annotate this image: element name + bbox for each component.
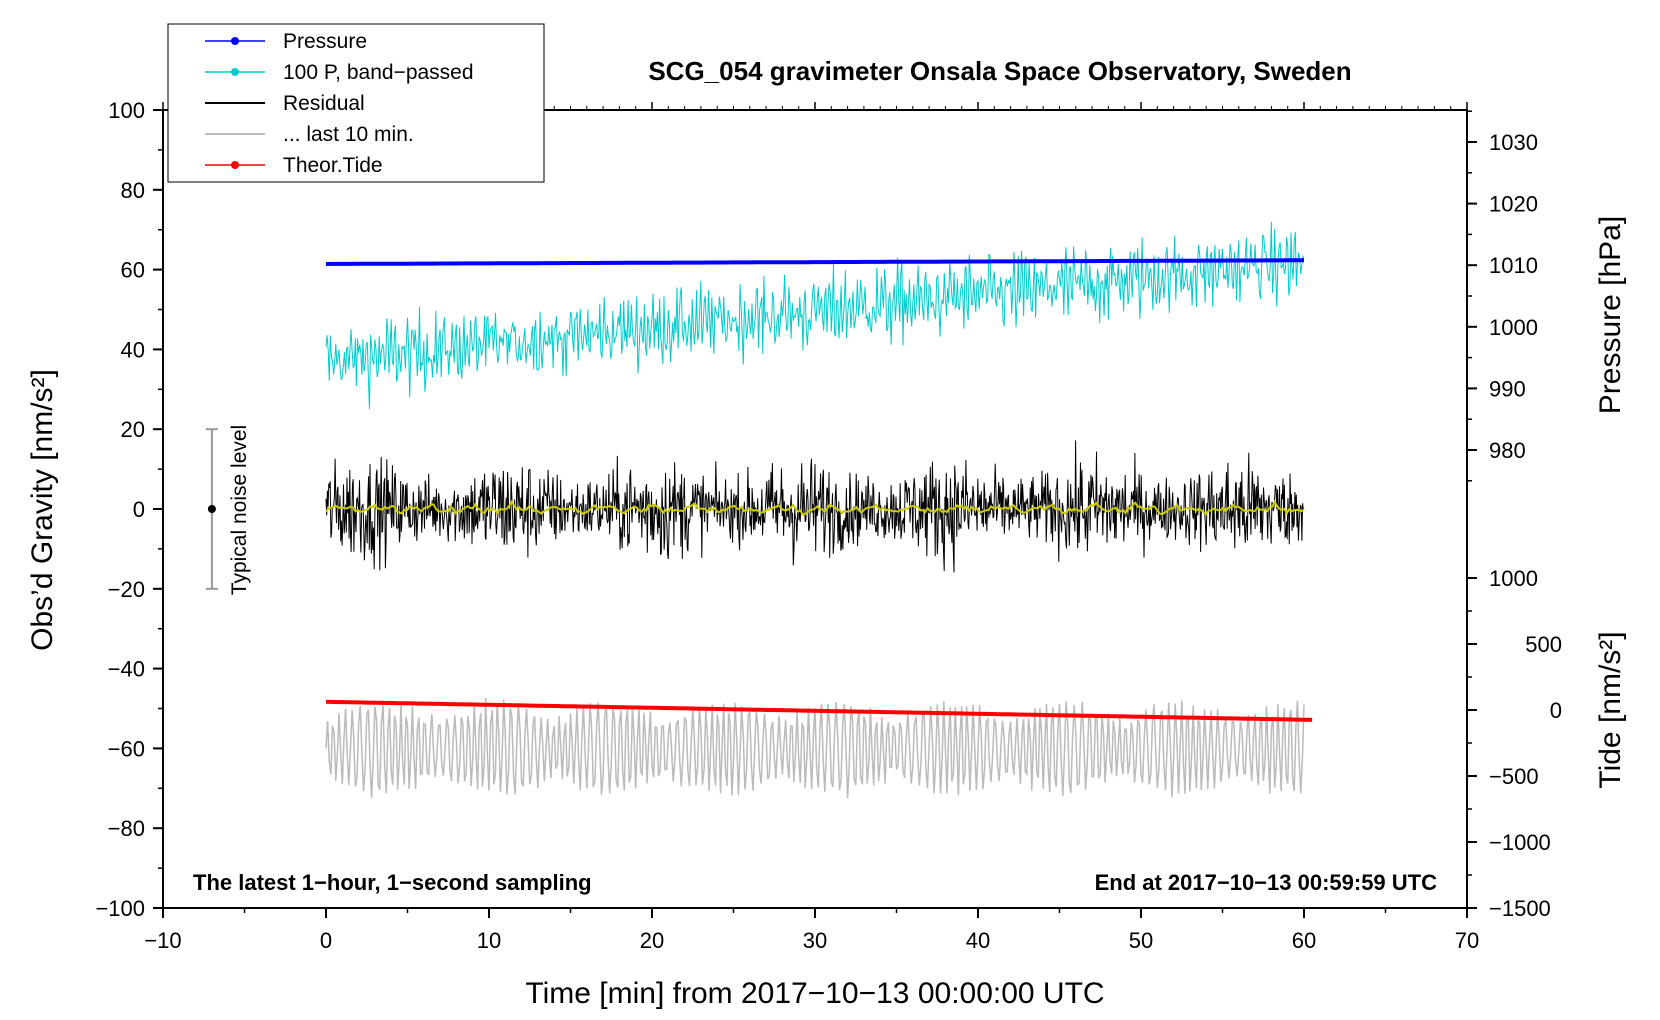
y-left-axis-label: Obs’d Gravity [nm/s²]	[26, 369, 59, 651]
x-tick-label: 70	[1455, 928, 1479, 953]
tide-tick-label: −1000	[1489, 830, 1551, 855]
y-left-tick-label: 40	[121, 337, 145, 362]
x-tick-label: −10	[144, 928, 181, 953]
y-left-tick-label: 60	[121, 258, 145, 283]
pressure-axis-ticks: 1030 1020 1010 1000 990 980	[1467, 110, 1538, 482]
tide-tick-label: −500	[1489, 764, 1539, 789]
legend-label: Residual	[283, 92, 365, 115]
pressure-tick-label: 1000	[1489, 315, 1538, 340]
legend: Pressure 100 P, band−passed Residual ... la…	[167, 23, 545, 183]
pressure-tick-label: 1010	[1489, 253, 1538, 278]
x-axis-ticks: −10 0 10 20 30 40 50 60 70	[144, 102, 1479, 953]
x-tick-label: 0	[320, 928, 332, 953]
x-tick-label: 10	[477, 928, 501, 953]
series-last10min-line	[325, 697, 1305, 799]
x-tick-label: 60	[1292, 928, 1316, 953]
series-residual-line	[325, 440, 1305, 573]
y-left-tick-label: 0	[133, 497, 145, 522]
tide-axis-label: Tide [nm/s²]	[1594, 631, 1627, 788]
y-left-axis-ticks: 100 80 60 40 20 0 −20 −40 −60 −80 −100	[95, 98, 163, 921]
x-tick-label: 40	[966, 928, 990, 953]
legend-swatch-marker	[231, 161, 239, 169]
y-left-tick-label: 100	[108, 98, 145, 123]
series-group	[325, 221, 1313, 799]
x-tick-label: 30	[803, 928, 827, 953]
y-left-tick-label: −80	[108, 816, 145, 841]
y-left-tick-label: −100	[95, 896, 145, 921]
series-pressure-line	[325, 258, 1304, 266]
legend-entries: Pressure 100 P, band−passed Residual ... la…	[205, 30, 474, 177]
legend-label: Theor.Tide	[283, 154, 383, 177]
legend-label: Pressure	[283, 30, 367, 53]
pressure-tick-label: 1030	[1489, 130, 1538, 155]
tide-tick-label: 1000	[1489, 566, 1538, 591]
tide-axis-ticks: 1000 500 0 −500 −1000 −1500	[1467, 566, 1562, 921]
legend-label: ... last 10 min.	[283, 123, 414, 146]
noise-level-dot	[207, 505, 216, 513]
tide-tick-label: 0	[1550, 698, 1562, 723]
tide-tick-label: 500	[1525, 632, 1562, 657]
y-left-tick-label: 80	[121, 178, 145, 203]
pressure-tick-label: 980	[1489, 438, 1526, 463]
legend-label: 100 P, band−passed	[283, 61, 474, 84]
pressure-axis-label: Pressure [hPa]	[1594, 216, 1627, 414]
tide-tick-label: −1500	[1489, 896, 1551, 921]
x-axis-label: Time [min] from 2017−10−13 00:00:00 UTC	[525, 977, 1104, 1010]
chart-title: SCG_054 gravimeter Onsala Space Observat…	[648, 56, 1351, 86]
y-left-tick-label: −40	[108, 657, 145, 682]
legend-swatch-marker	[231, 68, 239, 76]
x-tick-label: 50	[1129, 928, 1153, 953]
series-bandpassed-line	[325, 221, 1305, 410]
pressure-tick-label: 990	[1489, 376, 1526, 401]
y-left-tick-label: −20	[108, 577, 145, 602]
y-left-tick-label: 20	[121, 417, 145, 442]
series-residual-smoothed-line	[325, 499, 1305, 517]
pressure-tick-label: 1020	[1489, 192, 1538, 217]
y-left-tick-label: −60	[108, 736, 145, 761]
noise-level-indicator: Typical noise level	[205, 425, 251, 595]
legend-swatch-marker	[231, 37, 239, 45]
noise-level-label: Typical noise level	[228, 425, 251, 595]
annotation-left: The latest 1−hour, 1−second sampling	[193, 870, 592, 895]
annotation-right: End at 2017−10−13 00:59:59 UTC	[1095, 870, 1438, 895]
series-tide-line	[325, 699, 1313, 722]
x-tick-label: 20	[640, 928, 664, 953]
